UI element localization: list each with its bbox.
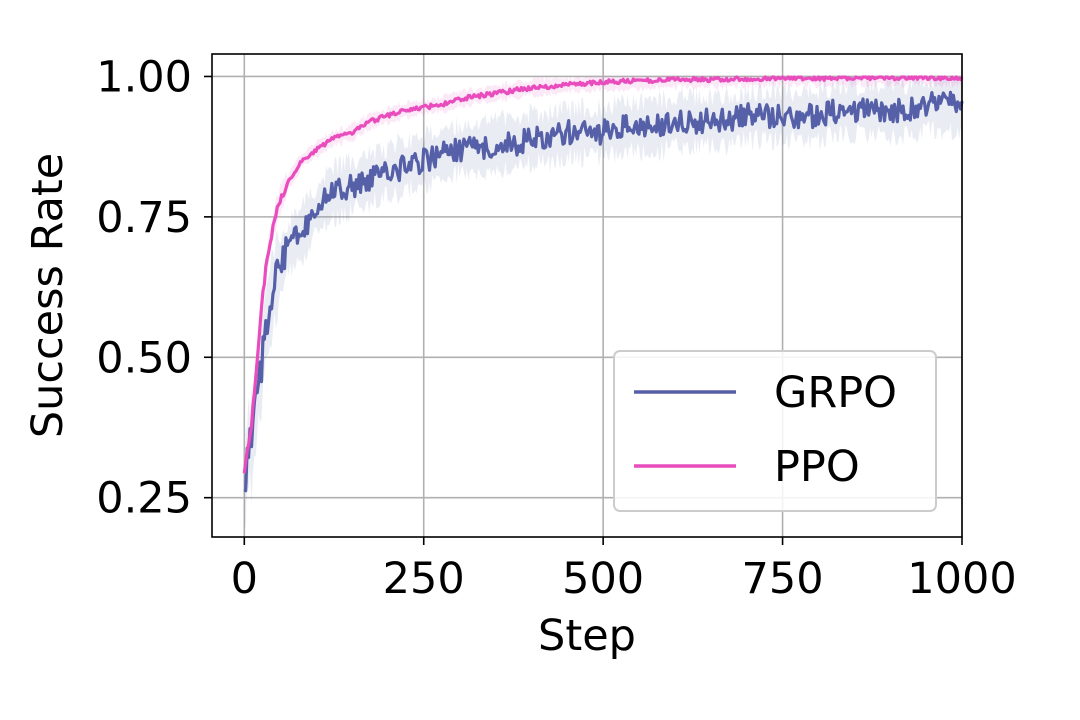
y-axis-title: Success Rate bbox=[23, 153, 73, 438]
plot-frame bbox=[211, 53, 963, 538]
series-lines bbox=[242, 75, 964, 493]
legend: GRPO PPO bbox=[613, 350, 937, 512]
y-tick-label: 1.00 bbox=[96, 52, 192, 102]
x-tick-label: 500 bbox=[562, 554, 644, 604]
axis-ticks: 0 250 500 750 1000 0.25 0.50 0.75 1.00 bbox=[96, 52, 1016, 604]
x-tick-label: 1000 bbox=[907, 554, 1016, 604]
variance-band-grpo bbox=[244, 76, 963, 531]
y-tick-label: 0.25 bbox=[96, 474, 192, 524]
series-line-ppo bbox=[242, 75, 964, 474]
y-tick-label: 0.50 bbox=[96, 333, 192, 383]
x-axis-title: Step bbox=[538, 611, 636, 661]
x-tick-label: 0 bbox=[231, 554, 258, 604]
y-tick-label: 0.75 bbox=[96, 193, 192, 243]
x-tick-label: 250 bbox=[383, 554, 465, 604]
series-line-grpo bbox=[243, 90, 964, 493]
legend-label-ppo: PPO bbox=[774, 442, 860, 492]
x-tick-label: 750 bbox=[742, 554, 824, 604]
variance-bands bbox=[244, 76, 963, 531]
legend-label-grpo: GRPO bbox=[774, 368, 897, 418]
